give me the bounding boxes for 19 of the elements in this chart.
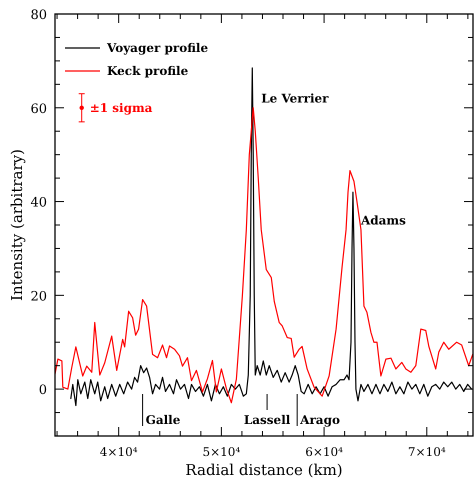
y-axis-title: Intensity (arbitrary): [8, 149, 26, 301]
y-tick-label: 0: [38, 383, 47, 398]
x-tick-label: 4×10⁴: [100, 445, 138, 459]
y-tick-label: 20: [30, 289, 47, 304]
ref-line-label: Arago: [299, 413, 340, 427]
x-axis-title: Radial distance (km): [185, 461, 343, 479]
legend-label: Voyager profile: [106, 41, 208, 55]
x-tick-label: 5×10⁴: [202, 445, 240, 459]
y-tick-label: 40: [30, 196, 47, 211]
legend-label: Keck profile: [107, 64, 189, 78]
annotation: ±1 sigma: [90, 100, 153, 115]
y-tick-label: 60: [30, 102, 47, 117]
annotation: Adams: [360, 213, 406, 228]
y-tick-label: 80: [30, 8, 47, 23]
annotation: Le Verrier: [261, 91, 330, 106]
ref-line-label: Lassell: [244, 413, 291, 427]
ref-line-label: Galle: [146, 413, 181, 427]
x-tick-label: 6×10⁴: [305, 445, 344, 459]
x-tick-label: 7×10⁴: [408, 445, 446, 459]
